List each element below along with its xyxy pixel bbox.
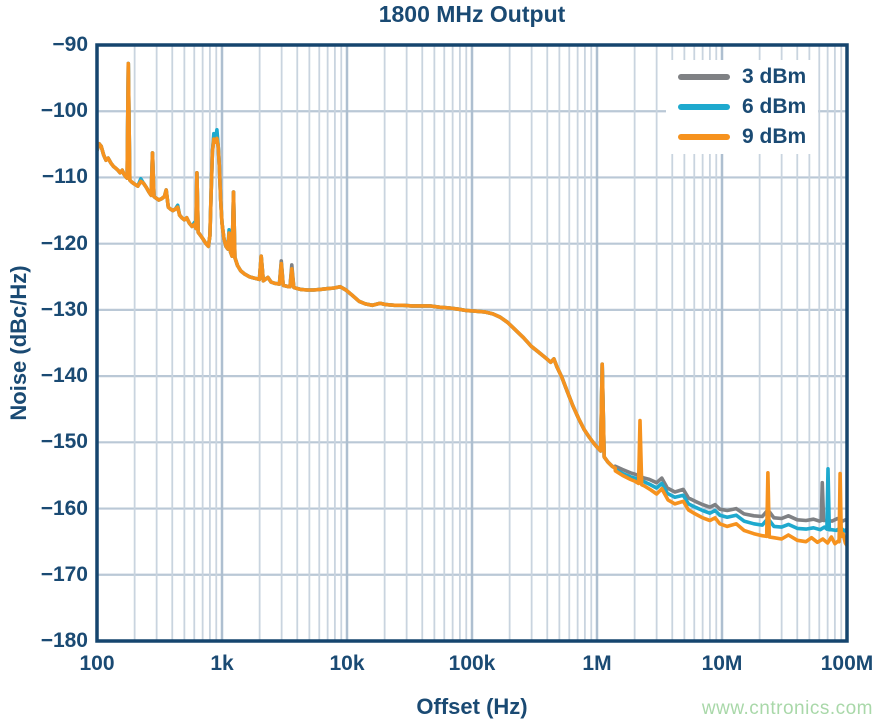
legend-entry-9-dbm: 9 dBm [666, 123, 818, 152]
legend-swatch-icon [678, 104, 730, 110]
watermark-text: www.cntronics.com [701, 698, 873, 719]
x-axis-title: Offset (Hz) [416, 694, 528, 719]
legend-entry-6-dbm: 6 dBm [666, 93, 818, 122]
legend-swatch-icon [678, 134, 730, 140]
series-curves [97, 61, 847, 548]
legend-entry-3-dbm: 3 dBm [666, 63, 818, 92]
y-tick-label-6: −150 [40, 430, 88, 454]
plot-border [95, 43, 849, 643]
legend-label: 6 dBm [742, 95, 807, 118]
legend-swatch-icon [678, 74, 730, 80]
y-tick-label-1: −100 [40, 99, 88, 123]
y-tick-label-8: −170 [40, 562, 88, 586]
y-tick-label-7: −160 [40, 496, 88, 520]
legend-label: 3 dBm [742, 65, 807, 88]
y-tick-label-9: −180 [40, 629, 88, 652]
y-axis-title: Noise (dBc/Hz) [6, 265, 31, 421]
x-tick-label-1: 1k [210, 652, 234, 675]
x-tick-label-5: 10M [701, 652, 743, 675]
legend-label: 9 dBm [742, 125, 807, 148]
y-tick-label-5: −140 [40, 364, 88, 388]
x-tick-label-2: 10k [329, 652, 365, 675]
legend: 3 dBm 6 dBm 9 dBm [666, 60, 818, 154]
chart-title: 1800 MHz Output [378, 1, 566, 27]
y-tick-label-3: −120 [40, 231, 88, 255]
y-tick-label-0: −90 [52, 33, 88, 56]
y-tick-label-2: −110 [41, 165, 88, 189]
y-tick-label-4: −130 [40, 297, 88, 321]
series-line-9-dbm [97, 61, 847, 548]
x-tick-label-3: 100k [448, 652, 496, 675]
x-tick-label-6: 100M [820, 652, 874, 675]
x-tick-label-4: 1M [582, 652, 612, 675]
x-tick-label-0: 100 [79, 652, 115, 675]
